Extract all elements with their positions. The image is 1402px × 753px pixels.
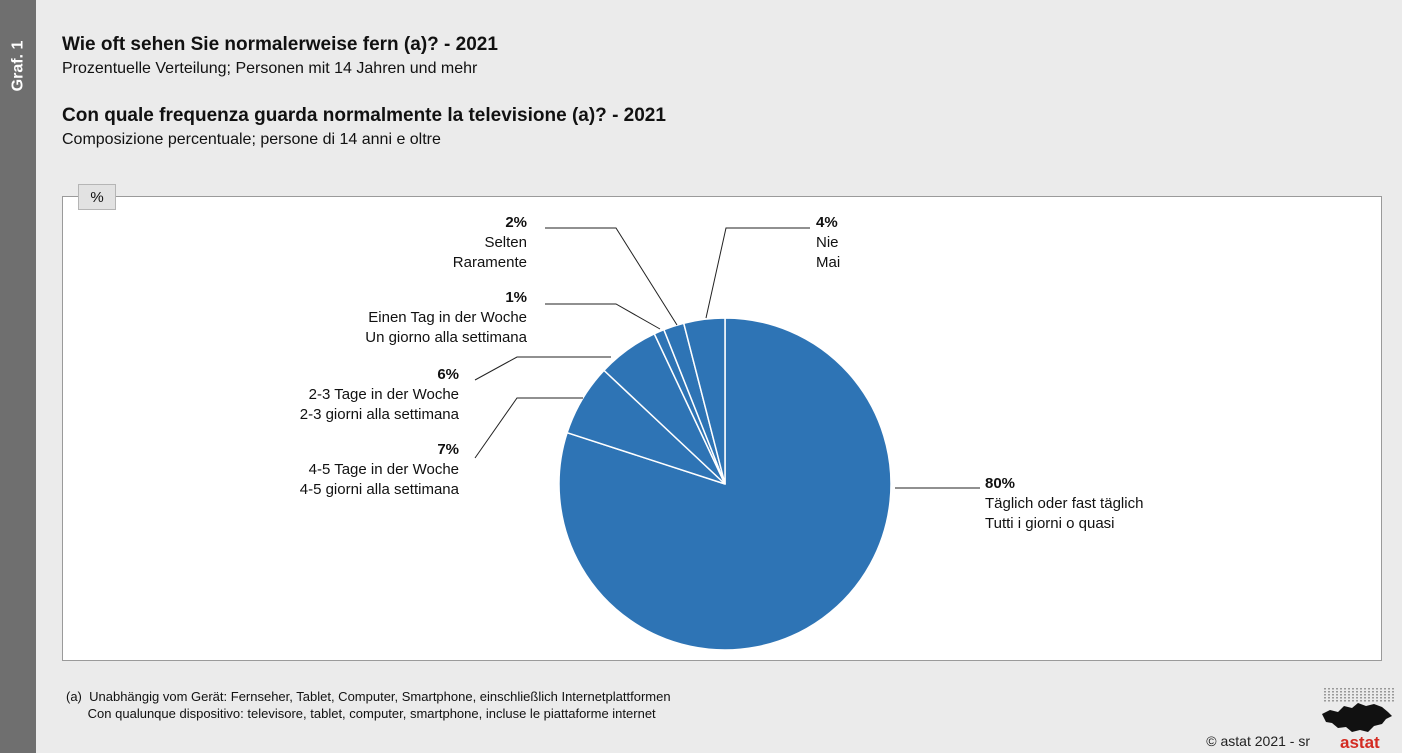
logo-text: astat xyxy=(1340,733,1380,752)
slice-label-never: 4% Nie Mai xyxy=(816,213,1056,273)
leader-line-rarely xyxy=(545,227,678,326)
slice-label-de: Einen Tag in der Woche xyxy=(368,309,527,326)
astat-logo xyxy=(1322,688,1394,732)
footnote-line-de: (a) Unabhängig vom Gerät: Fernseher, Tab… xyxy=(66,689,671,704)
slice-label-rarely: 2% Selten Raramente xyxy=(287,213,527,273)
slice-label-it: Tutti i giorni o quasi xyxy=(985,515,1115,532)
pie-slice-daily xyxy=(558,317,892,651)
title-german: Wie oft sehen Sie normalerweise fern (a)… xyxy=(62,34,498,55)
logo-dot-grid xyxy=(1324,688,1394,702)
title-italian: Con quale frequenza guarda normalmente l… xyxy=(62,105,666,126)
leader-line-one-day xyxy=(545,303,661,330)
slice-label-it: Mai xyxy=(816,254,841,271)
slice-pct: 80% xyxy=(985,475,1016,492)
slice-pct: 7% xyxy=(437,441,459,458)
slice-label-de: Täglich oder fast täglich xyxy=(985,495,1144,512)
slice-pct: 1% xyxy=(505,289,527,306)
slice-label-4-5-days: 7% 4-5 Tage in der Woche 4-5 giorni alla… xyxy=(219,440,459,500)
slice-pct: 4% xyxy=(816,214,838,231)
slice-label-it: 2-3 giorni alla settimana xyxy=(299,406,459,423)
footnote: (a) Unabhängig vom Gerät: Fernseher, Tab… xyxy=(66,688,671,722)
slice-label-de: Selten xyxy=(484,234,527,251)
footnote-line-it: Con qualunque dispositivo: televisore, t… xyxy=(66,706,656,721)
slice-label-it: Un giorno alla settimana xyxy=(365,329,527,346)
slice-label-2-3-days: 6% 2-3 Tage in der Woche 2-3 giorni alla… xyxy=(219,365,459,425)
copyright: © astat 2021 - sr xyxy=(1206,733,1310,749)
slice-label-daily: 80% Täglich oder fast täglich Tutti i gi… xyxy=(985,474,1225,534)
pie-slice-never xyxy=(682,317,726,485)
slice-label-one-day: 1% Einen Tag in der Woche Un giorno alla… xyxy=(287,288,527,348)
slice-label-de: 2-3 Tage in der Woche xyxy=(308,386,459,403)
south-tyrol-map-icon xyxy=(1322,703,1392,732)
slice-label-it: Raramente xyxy=(452,254,527,271)
slice-pct: 2% xyxy=(505,214,527,231)
unit-label: % xyxy=(78,184,116,210)
leader-line-never xyxy=(705,227,810,319)
slice-label-de: 4-5 Tage in der Woche xyxy=(308,461,459,478)
slice-pct: 6% xyxy=(437,366,459,383)
slice-label-de: Nie xyxy=(816,234,839,251)
leader-line-4-5-days xyxy=(474,397,583,459)
subtitle-german: Prozentuelle Verteilung; Personen mit 14… xyxy=(62,60,478,77)
subtitle-italian: Composizione percentuale; persone di 14 … xyxy=(62,131,441,148)
sidebar xyxy=(0,0,36,753)
slice-label-it: 4-5 giorni alla settimana xyxy=(299,481,459,498)
leader-line-2-3-days xyxy=(474,356,611,381)
